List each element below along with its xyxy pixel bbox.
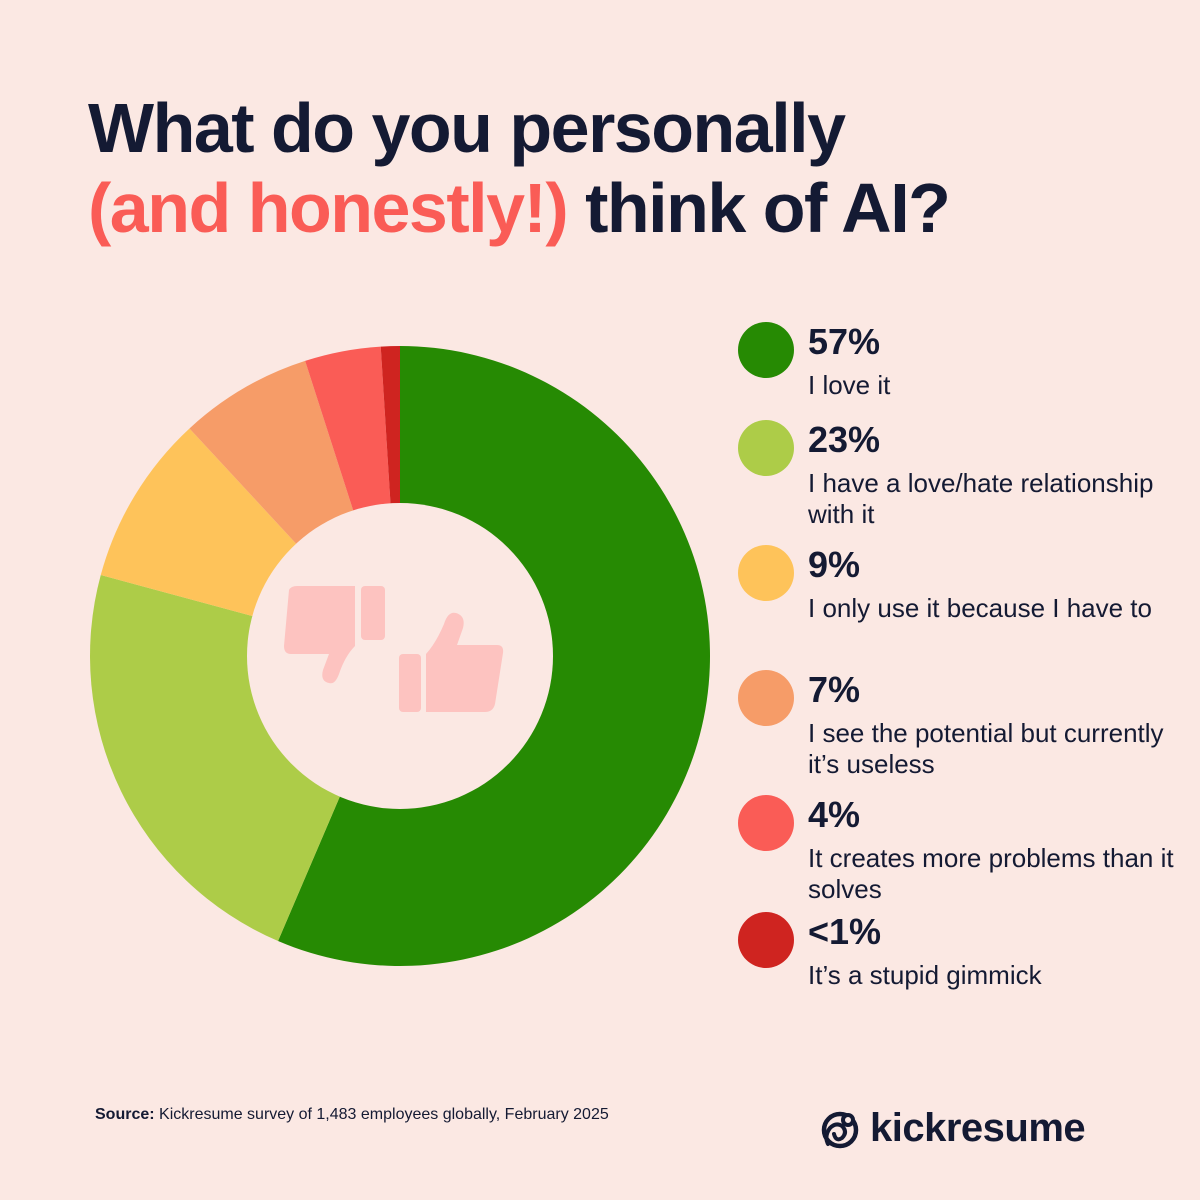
thumbs-down-icon xyxy=(284,586,385,684)
legend-swatch xyxy=(738,420,794,476)
legend-percent: 4% xyxy=(808,794,861,835)
donut-chart xyxy=(89,346,711,966)
brand-logo: kickresume xyxy=(818,1104,1118,1152)
legend-swatch xyxy=(738,545,794,601)
legend-percent: 23% xyxy=(808,419,881,460)
legend-label: It creates more problems than it solves xyxy=(808,843,1174,904)
page-title: What do you personally (and honestly!) t… xyxy=(88,88,1148,248)
legend-swatch xyxy=(738,912,794,968)
thumbs-up-icon xyxy=(399,612,504,712)
legend-percent: 9% xyxy=(808,544,861,585)
source-text: Kickresume survey of 1,483 employees glo… xyxy=(154,1106,609,1123)
legend-percent: 7% xyxy=(808,669,861,710)
legend-label: It’s a stupid gimmick xyxy=(808,960,1042,990)
legend-label: I only use it because I have to xyxy=(808,593,1152,623)
source-note: Source: Kickresume survey of 1,483 emplo… xyxy=(95,1106,609,1124)
source-label: Source: xyxy=(95,1106,155,1123)
legend-label: I see the potential but currently it’s u… xyxy=(808,718,1164,779)
brand-name: kickresume xyxy=(870,1106,1086,1150)
legend-swatch xyxy=(738,795,794,851)
legend-swatch xyxy=(738,670,794,726)
title-rest: think of AI? xyxy=(567,169,951,247)
title-accent: (and honestly!) xyxy=(88,169,569,247)
legend-percent: <1% xyxy=(808,911,882,952)
legend-label: I have a love/hate relationship with it xyxy=(808,468,1154,529)
legend-percent: 57% xyxy=(808,321,881,362)
title-line1: What do you personally xyxy=(88,89,846,167)
legend-swatch xyxy=(738,322,794,378)
legend-label: I love it xyxy=(808,370,891,400)
kickresume-logo-icon xyxy=(821,1111,859,1149)
